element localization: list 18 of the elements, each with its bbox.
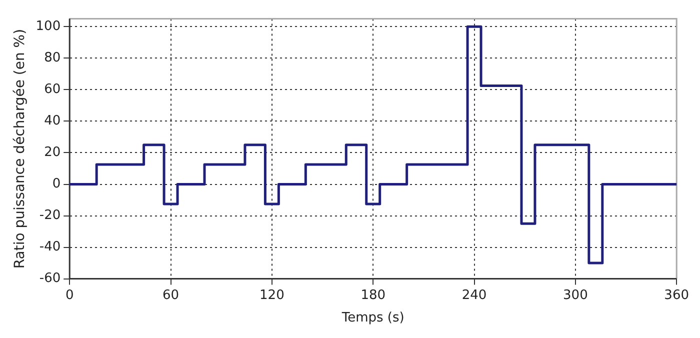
y-axis-title: Ratio puissance déchargée (en %) xyxy=(12,28,28,269)
y-tick-label: 40 xyxy=(44,114,61,129)
x-tick-label: 240 xyxy=(462,288,487,303)
x-tick-label: 300 xyxy=(563,288,588,303)
x-axis-title: Temps (s) xyxy=(340,310,404,326)
y-tick-label: 60 xyxy=(44,82,61,98)
y-tick-label: 80 xyxy=(44,50,61,66)
y-tick-label: 0 xyxy=(52,176,61,192)
y-tick-label: -20 xyxy=(39,208,61,224)
x-tick-label: 60 xyxy=(162,288,180,303)
x-tick-label: 0 xyxy=(65,288,74,303)
x-tick-label: 360 xyxy=(664,288,690,303)
y-tick-label: -60 xyxy=(39,271,61,286)
x-tick-label: 180 xyxy=(360,288,386,303)
y-tick-label: 20 xyxy=(44,145,61,160)
x-tick-label: 120 xyxy=(260,288,284,303)
y-tick-label: -40 xyxy=(39,240,61,255)
y-tick-label: 100 xyxy=(36,19,61,34)
